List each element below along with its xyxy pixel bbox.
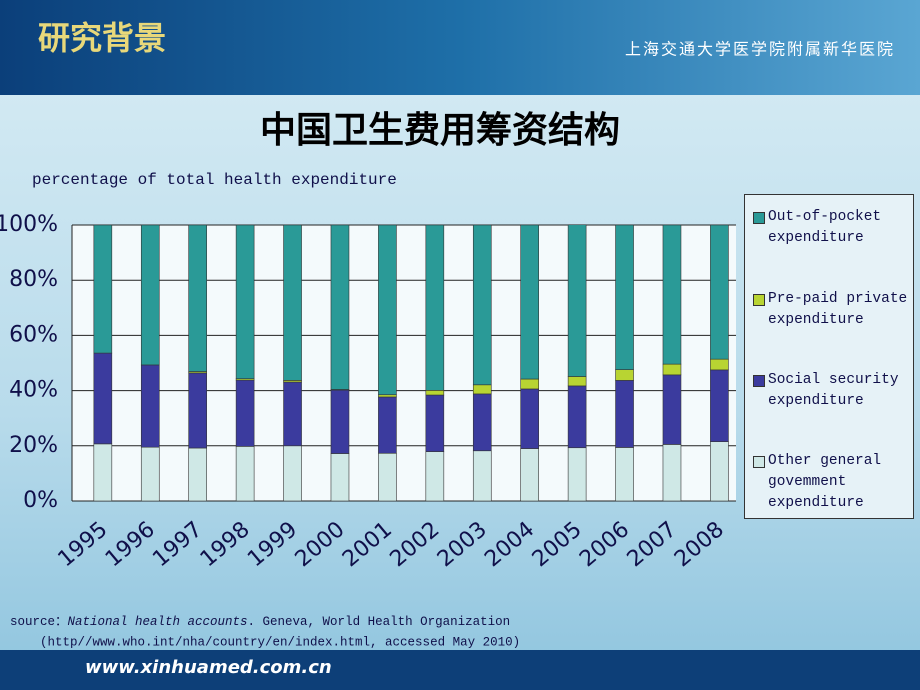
y-tick-label: 20% xyxy=(9,433,58,458)
bar-segment xyxy=(710,441,729,502)
bar-segment xyxy=(235,379,255,447)
bar-segment xyxy=(615,380,634,448)
bar-segment xyxy=(188,372,207,449)
source: source：National health accounts. Geneva,… xyxy=(10,615,510,629)
bar-segment xyxy=(140,364,160,448)
legend-item: Pre-paid private expenditure xyxy=(753,289,913,331)
bar-segment xyxy=(283,224,302,381)
legend-swatch xyxy=(753,375,765,387)
bar-segment xyxy=(378,452,397,502)
legend-label: Pre-paid private expenditure xyxy=(768,291,908,328)
bar-segment xyxy=(662,374,682,445)
y-tick-label: 80% xyxy=(9,267,58,292)
bar-segment xyxy=(93,224,113,354)
bar-segment xyxy=(330,224,350,390)
legend-label: Other general govemment expenditure xyxy=(768,453,882,511)
y-tick-label: 0% xyxy=(23,488,58,513)
legend: Out-of-pocket expenditure Pre-paid privat… xyxy=(744,194,914,519)
section-title: 研究背景 xyxy=(38,19,166,57)
bar-segment xyxy=(567,376,587,387)
bar-segment xyxy=(615,447,634,502)
bar-segment xyxy=(615,369,634,381)
bar-segment xyxy=(378,394,397,398)
chart-title: 中国卫生费用筹资结构 xyxy=(260,110,620,151)
bar-segment xyxy=(140,446,160,502)
legend-swatch xyxy=(753,294,765,306)
bar-segment xyxy=(93,352,113,445)
bar-segment xyxy=(188,224,207,372)
bar-segment xyxy=(378,224,397,396)
bar-segment xyxy=(567,224,587,377)
legend-item: Out-of-pocket expenditure xyxy=(753,207,913,249)
bar-segment xyxy=(520,388,539,449)
bar-segment xyxy=(662,224,682,365)
bar-segment xyxy=(425,394,445,452)
bar-segment xyxy=(472,450,492,502)
bar-segment xyxy=(235,446,255,502)
bar-segment xyxy=(472,224,492,386)
bar-segment xyxy=(472,384,492,395)
bar-segment xyxy=(93,443,113,502)
header-band xyxy=(0,0,920,95)
chart-subtitle: percentage of total health expenditure xyxy=(32,171,397,189)
bar-segment xyxy=(235,224,255,380)
legend-item: Social security expenditure xyxy=(753,370,913,412)
source-italic: National health accounts xyxy=(68,615,248,629)
footer-url: www.xinhuamed.com.cn xyxy=(85,657,332,678)
bar-segment xyxy=(520,378,539,390)
bar-segment xyxy=(520,448,539,502)
source-prefix: source： xyxy=(10,615,68,629)
source-rest: . Geneva, World Health Organization xyxy=(248,615,511,629)
institution: 上海交通大学医学院附属新华医院 xyxy=(625,40,895,59)
bar-segment xyxy=(710,224,729,360)
plot-area xyxy=(72,225,736,501)
bar-segment xyxy=(425,224,445,391)
bar-segment xyxy=(140,224,160,366)
bar-segment xyxy=(425,451,445,502)
bar-segment xyxy=(567,447,587,502)
legend-item: Other general govemment expenditure xyxy=(753,451,913,514)
bar-segment xyxy=(710,358,729,371)
bar-segment xyxy=(283,381,302,447)
bar-segment xyxy=(283,445,302,502)
bar-segment xyxy=(330,453,350,502)
footer-band xyxy=(0,650,920,690)
bar-segment xyxy=(520,224,539,380)
bar-segment xyxy=(615,224,634,370)
bar-segment xyxy=(662,444,682,502)
legend-swatch xyxy=(753,212,765,224)
legend-label: Social security expenditure xyxy=(768,372,899,409)
bar-segment xyxy=(378,396,397,454)
bar-segment xyxy=(710,369,729,442)
bar-segment xyxy=(188,447,207,502)
source-line2: (http//www.who.int/nha/country/en/index.… xyxy=(40,635,520,649)
legend-swatch xyxy=(753,456,765,468)
y-tick-label: 60% xyxy=(9,322,58,347)
y-tick-label: 100% xyxy=(0,212,58,237)
bar-segment xyxy=(425,390,445,396)
bar-segment xyxy=(662,363,682,376)
bar-segment xyxy=(567,385,587,449)
legend-label: Out-of-pocket expenditure xyxy=(768,209,882,246)
bar-segment xyxy=(472,393,492,452)
y-tick-label: 40% xyxy=(9,378,58,403)
bar-segment xyxy=(330,389,350,454)
